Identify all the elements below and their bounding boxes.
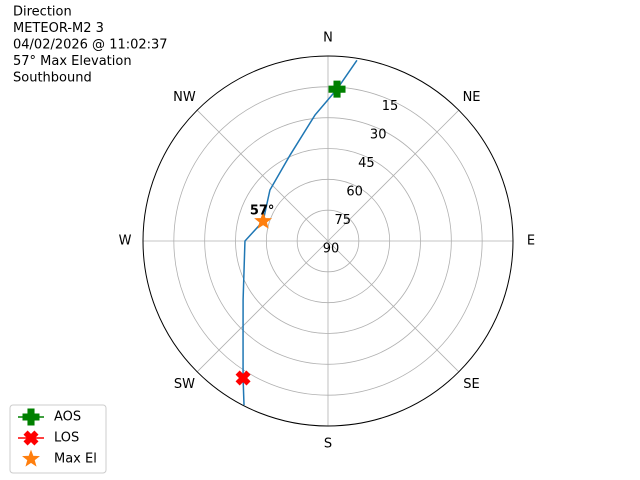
grid-spoke (327, 240, 460, 373)
annotation: 57° (250, 204, 275, 219)
marker-x (235, 370, 251, 386)
azimuth-label: E (527, 234, 535, 249)
grid-spoke (327, 109, 460, 242)
legend-marker (22, 408, 40, 426)
grid-spoke (196, 240, 329, 373)
title-line: 04/02/2026 @ 11:02:37 (13, 38, 168, 53)
title-line: Direction (13, 5, 72, 20)
legend-label: Max El (54, 452, 97, 467)
radial-tick-label: 90 (323, 242, 340, 257)
title-line: Southbound (13, 71, 92, 86)
radial-tick-label: 75 (335, 213, 352, 228)
legend-marker (22, 449, 40, 467)
grid-spoke (196, 109, 329, 242)
title-line: METEOR-M2 3 (13, 21, 104, 36)
title-line: 57° Max Elevation (13, 54, 132, 69)
trajectory-line (242, 59, 358, 406)
azimuth-label: S (324, 437, 332, 452)
azimuth-label: NW (173, 90, 196, 105)
legend-label: AOS (54, 410, 81, 425)
radial-tick-label: 60 (346, 185, 363, 200)
azimuth-label: W (119, 234, 132, 249)
azimuth-label: SW (174, 377, 195, 392)
azimuth-label: NE (463, 90, 481, 105)
marker-star (254, 211, 273, 229)
radial-tick-label: 30 (370, 128, 387, 143)
legend-label: LOS (54, 431, 79, 446)
legend-marker (23, 430, 39, 446)
marker-plus (328, 80, 346, 98)
azimuth-label: SE (463, 377, 479, 392)
radial-tick-label: 45 (358, 156, 375, 171)
radial-tick-label: 15 (382, 99, 399, 114)
azimuth-label: N (323, 31, 333, 46)
outer-ring (142, 55, 514, 427)
